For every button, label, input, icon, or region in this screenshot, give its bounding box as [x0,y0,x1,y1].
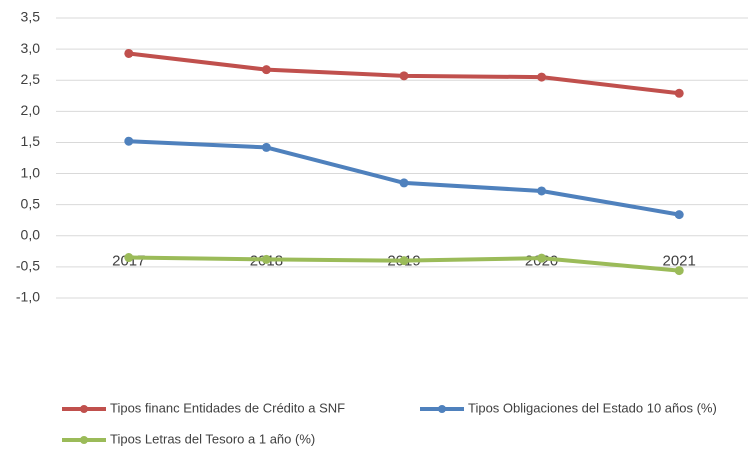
y-tick-label: 3,0 [21,40,41,56]
point [537,253,547,263]
y-tick-label: -0,5 [16,258,40,274]
point [674,88,684,98]
point [537,186,547,196]
legend-marker [438,405,446,413]
x-tick-label: 2021 [663,253,696,270]
legend-label: Tipos financ Entidades de Crédito a SNF [110,400,345,415]
y-tick-label: 2,0 [21,102,41,118]
point [537,72,547,82]
y-tick-label: 1,0 [21,164,41,180]
legend-marker [80,405,88,413]
point [261,142,271,152]
point [399,71,409,81]
y-tick-label: 3,5 [21,9,41,25]
point [399,178,409,188]
point [124,136,134,146]
y-tick-label: 0,5 [21,195,41,211]
point [124,48,134,58]
legend-label: Tipos Letras del Tesoro a 1 año (%) [110,431,315,446]
point [399,256,409,266]
y-tick-label: -1,0 [16,289,40,305]
series-line [128,139,680,217]
point [124,253,134,263]
point [261,254,271,264]
y-tick-label: 1,5 [21,133,41,149]
point [261,65,271,75]
legend-label: Tipos Obligaciones del Estado 10 años (%… [468,400,717,415]
y-tick-label: 2,5 [21,71,41,87]
y-tick-label: 0,0 [21,226,41,242]
point [674,266,684,276]
legend-marker [80,436,88,444]
point [674,210,684,220]
